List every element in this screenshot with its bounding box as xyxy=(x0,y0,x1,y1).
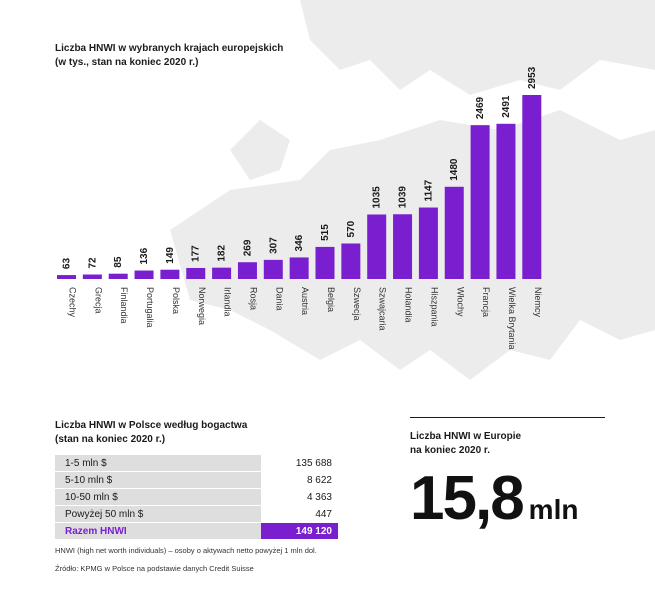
table-title-line2: (stan na koniec 2020 r.) xyxy=(55,434,166,445)
bar-wielka-brytania xyxy=(496,123,516,280)
bar-value-label: 63 xyxy=(62,258,73,270)
bar-value-label: 515 xyxy=(320,224,331,241)
bar-value-label: 1480 xyxy=(449,158,460,181)
bar-value-label: 182 xyxy=(217,245,228,262)
map-shape-east xyxy=(560,170,655,300)
bar-value-label: 570 xyxy=(346,220,357,237)
category-label: Grecja xyxy=(93,287,103,314)
bar-value-label: 2491 xyxy=(501,95,512,118)
category-label: Wielka Brytania xyxy=(507,287,517,350)
divider-line xyxy=(410,417,605,418)
bar-value-label: 2953 xyxy=(527,66,538,89)
category-label: Finlandia xyxy=(119,287,129,324)
chart-title: Liczba HNWI w wybranych krajach europejs… xyxy=(55,42,283,70)
bar-value-label: 1147 xyxy=(423,179,434,201)
bar-portugalia xyxy=(134,270,154,279)
chart-title-line1: Liczba HNWI w wybranych krajach europejs… xyxy=(55,43,284,54)
bar-value-label: 149 xyxy=(165,247,176,264)
category-label: Szwajcaria xyxy=(378,287,388,331)
bar-rosja xyxy=(237,262,257,279)
footnote: HNWI (high net worth individuals) – osob… xyxy=(55,546,317,555)
bar-francja xyxy=(470,125,490,279)
bar-austria xyxy=(289,257,309,279)
bar-value-label: 136 xyxy=(139,247,150,264)
bar-holandia xyxy=(393,214,413,279)
category-label: Francja xyxy=(481,287,491,317)
bar-chart: 63 Czechy 72 Grecja 85 Finlandia 136 Portugalia… xyxy=(57,66,543,350)
row-label: 10-50 mln $ xyxy=(55,488,261,506)
total-label: Razem HNWI xyxy=(55,522,261,540)
total-value: 149 120 xyxy=(260,522,338,540)
europe-title: Liczba HNWI w Europie na koniec 2020 r. xyxy=(410,430,521,458)
table-row: 10-50 mln $ 4 363 xyxy=(55,488,338,506)
bar-szwecja xyxy=(341,243,361,279)
bar-szwajcaria xyxy=(367,214,387,279)
bar-value-label: 85 xyxy=(113,256,124,268)
europe-total: 15,8 mln xyxy=(410,468,578,541)
table-total-row: Razem HNWI 149 120 xyxy=(55,522,338,540)
category-label: Szwecja xyxy=(352,287,362,321)
bar-norwegia xyxy=(186,267,206,279)
bar-value-label: 177 xyxy=(191,245,202,262)
row-value: 8 622 xyxy=(260,471,338,489)
bar-czechy xyxy=(57,275,76,279)
bar-value-label: 346 xyxy=(294,234,305,251)
category-label: Włochy xyxy=(455,287,465,317)
category-label: Dania xyxy=(274,287,284,311)
bar-value-label: 2469 xyxy=(475,96,486,119)
wealth-table: 1-5 mln $ 135 688 5-10 mln $ 8 622 10-50… xyxy=(55,455,338,540)
bar-value-label: 307 xyxy=(268,237,279,254)
bar-włochy xyxy=(444,186,464,279)
source-note: Źródło: KPMG w Polsce na podstawie danyc… xyxy=(55,564,254,573)
bar-value-label: 72 xyxy=(87,257,98,269)
category-label: Czechy xyxy=(68,287,78,318)
category-label: Hiszpania xyxy=(429,287,439,327)
bar-belgia xyxy=(315,246,335,279)
row-value: 135 688 xyxy=(260,455,338,472)
category-label: Irlandia xyxy=(223,287,233,317)
table-title-line1: Liczba HNWI w Polsce według bogactwa xyxy=(55,420,248,431)
row-label: 1-5 mln $ xyxy=(55,455,261,472)
europe-total-unit: mln xyxy=(528,494,579,525)
chart-title-line2: (w tys., stan na koniec 2020 r.) xyxy=(55,57,199,68)
europe-total-value: 15,8 xyxy=(410,464,525,533)
bar-grecja xyxy=(82,274,102,279)
bar-polska xyxy=(160,269,180,279)
bar-niemcy xyxy=(522,95,542,279)
bar-irlandia xyxy=(212,267,232,279)
row-value: 4 363 xyxy=(260,488,338,506)
category-label: Niemcy xyxy=(533,287,543,318)
table-row: Powyżej 50 mln $ 447 xyxy=(55,505,338,523)
category-label: Portugalia xyxy=(145,287,155,328)
europe-title-line1: Liczba HNWI w Europie xyxy=(410,431,522,442)
category-label: Norwegia xyxy=(197,287,207,325)
table-row: 5-10 mln $ 8 622 xyxy=(55,471,338,489)
map-shape-west xyxy=(230,120,290,180)
row-value: 447 xyxy=(260,505,338,523)
table-row: 1-5 mln $ 135 688 xyxy=(55,455,338,472)
category-label: Rosja xyxy=(248,287,258,310)
bar-dania xyxy=(263,259,283,279)
map-shape-north xyxy=(300,0,655,95)
category-label: Polska xyxy=(171,287,181,314)
bar-value-label: 269 xyxy=(242,239,253,256)
table-title: Liczba HNWI w Polsce według bogactwa (st… xyxy=(55,419,247,447)
row-label: Powyżej 50 mln $ xyxy=(55,505,261,523)
bar-hiszpania xyxy=(418,207,438,279)
bar-finlandia xyxy=(108,273,128,279)
europe-title-line2: na koniec 2020 r. xyxy=(410,445,491,456)
bar-value-label: 1039 xyxy=(398,186,409,209)
bar-value-label: 1035 xyxy=(372,186,383,209)
category-label: Holandia xyxy=(404,287,414,323)
category-label: Austria xyxy=(300,287,310,315)
row-label: 5-10 mln $ xyxy=(55,471,261,489)
category-label: Belgia xyxy=(326,287,336,312)
